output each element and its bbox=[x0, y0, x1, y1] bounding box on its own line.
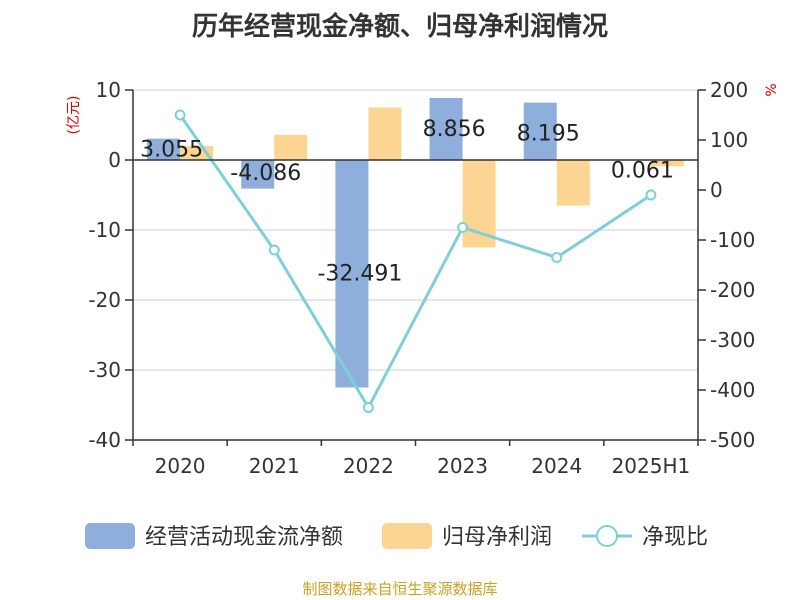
left-tick-label: 0 bbox=[108, 148, 121, 172]
bar-cash bbox=[429, 98, 463, 160]
legend-swatch-profit bbox=[382, 523, 432, 549]
grid-lines bbox=[133, 89, 698, 441]
legend-marker-ratio bbox=[596, 525, 618, 547]
data-label: 8.856 bbox=[423, 117, 486, 142]
x-tick-label: 2022 bbox=[343, 454, 394, 478]
bar-profit bbox=[462, 160, 496, 248]
x-tick-label: 2025H1 bbox=[612, 454, 691, 478]
left-tick-label: -40 bbox=[88, 428, 121, 452]
right-tick-label: -400 bbox=[710, 378, 755, 402]
data-labels: 3.055 -4.086 -32.491 8.856 8.195 0.061 bbox=[140, 117, 674, 286]
x-tick-label: 2023 bbox=[437, 454, 488, 478]
ratio-point bbox=[362, 402, 374, 413]
ratio-point bbox=[551, 252, 563, 263]
bar-cash bbox=[335, 160, 369, 388]
right-tick-label: -200 bbox=[710, 278, 755, 302]
x-tick-label: 2021 bbox=[249, 454, 300, 478]
right-tick-label: 200 bbox=[710, 78, 748, 102]
bar-profit bbox=[274, 134, 308, 160]
ratio-line bbox=[174, 109, 657, 413]
right-tick-label: -500 bbox=[710, 428, 755, 452]
bars bbox=[147, 98, 684, 388]
ratio-point bbox=[645, 189, 657, 201]
right-tick-label: -300 bbox=[710, 328, 755, 352]
right-tick-label: 100 bbox=[710, 128, 748, 152]
data-label: 8.195 bbox=[517, 122, 580, 147]
bar-cash bbox=[147, 138, 181, 160]
bar-cash bbox=[241, 160, 275, 189]
right-tick-label: 0 bbox=[710, 178, 723, 202]
bar-profit bbox=[556, 160, 590, 206]
y-left-unit-label: (亿元) bbox=[66, 96, 82, 135]
data-label: 0.061 bbox=[611, 159, 674, 184]
ratio-point bbox=[457, 222, 469, 233]
left-tick-label: 10 bbox=[96, 78, 121, 102]
legend-label-cash: 经营活动现金流净额 bbox=[145, 525, 343, 550]
bar-profit bbox=[368, 107, 402, 160]
x-tick-label: 2024 bbox=[531, 454, 582, 478]
legend: 经营活动现金流净额 归母净利润 净现比 bbox=[85, 523, 708, 550]
ratio-point bbox=[268, 244, 280, 256]
legend-label-ratio: 净现比 bbox=[642, 525, 708, 550]
x-tick-label: 2020 bbox=[155, 454, 206, 478]
y-right-unit-label: % bbox=[764, 83, 780, 96]
legend-label-profit: 归母净利润 bbox=[442, 525, 552, 550]
ratio-point bbox=[174, 109, 186, 121]
axes: 100-10-20-30-402001000-100-200-300-400-5… bbox=[66, 78, 780, 478]
left-tick-label: -10 bbox=[88, 218, 121, 242]
bar-profit bbox=[650, 160, 684, 167]
data-label: -4.086 bbox=[230, 161, 301, 186]
chart-title: 历年经营现金净额、归母净利润情况 bbox=[191, 12, 608, 42]
source-note: 制图数据来自恒生聚源数据库 bbox=[302, 580, 498, 598]
left-tick-label: -20 bbox=[88, 288, 121, 312]
legend-swatch-cash bbox=[85, 523, 135, 549]
ratio-line-path bbox=[178, 114, 652, 411]
left-tick-label: -30 bbox=[88, 358, 121, 382]
right-tick-label: -100 bbox=[710, 228, 755, 252]
data-label: -32.491 bbox=[317, 261, 402, 286]
data-label: 3.055 bbox=[140, 138, 203, 163]
bar-cash bbox=[523, 102, 557, 160]
